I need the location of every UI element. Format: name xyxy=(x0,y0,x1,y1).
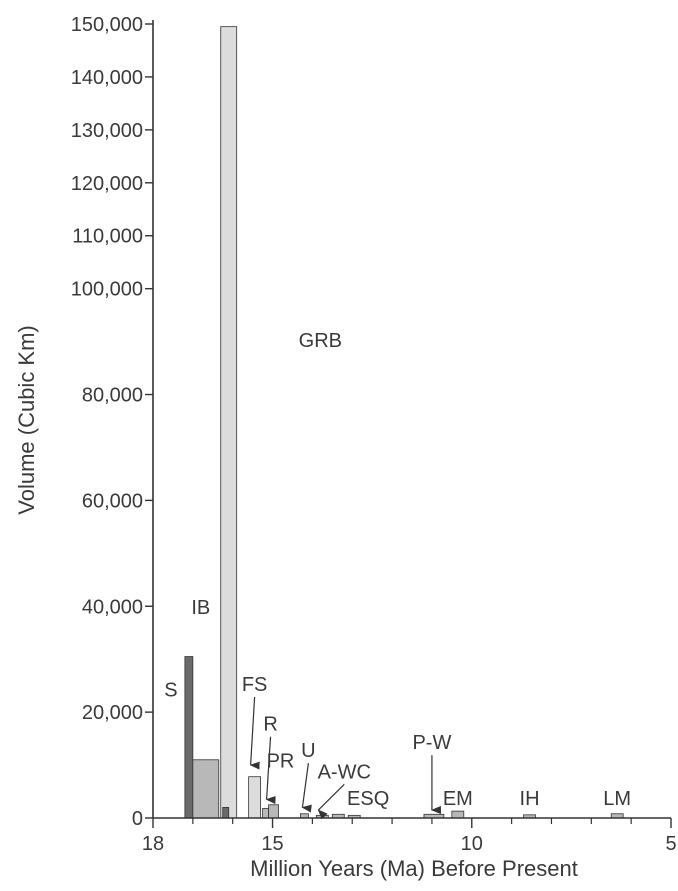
annotation-arrow-r-4 xyxy=(265,736,276,805)
y-axis-label: Volume (Cubic Km) xyxy=(14,325,39,515)
annotation-label-u-6: U xyxy=(301,740,315,762)
annotations-layer: S IB GRB FS R PR UA-WC ESQ P-W EM IH LM xyxy=(164,330,631,820)
annotation-arrow-fs-3 xyxy=(249,696,260,770)
x-axis-label: Million Years (Ma) Before Present xyxy=(250,856,578,881)
bar-grb-2 xyxy=(220,26,238,819)
bar-em-12 xyxy=(451,810,465,819)
annotation-label-ib-1: IB xyxy=(191,597,210,619)
annotation-label-grb-2: GRB xyxy=(299,330,342,352)
y-tick-label-60000: 60,000 xyxy=(82,490,143,512)
y-tick-label-120000: 120,000 xyxy=(71,173,143,195)
x-tick-label-5: 5 xyxy=(665,833,676,855)
bar-ib-1 xyxy=(192,759,220,819)
annotation-label-pr-5: PR xyxy=(267,751,295,773)
bar-fs-4 xyxy=(248,776,261,819)
annotation-arrow-a-wc-7 xyxy=(317,783,345,820)
annotation-label-lm-12: LM xyxy=(603,788,631,810)
annotation-arrow-u-6 xyxy=(301,763,312,813)
bars-layer xyxy=(184,26,624,819)
y-tick-label-0: 0 xyxy=(132,808,143,830)
annotation-label-fs-3: FS xyxy=(242,674,268,696)
bar-grb-3 xyxy=(222,807,230,819)
x-tick-label-18: 18 xyxy=(142,833,164,855)
y-tick-label-140000: 140,000 xyxy=(71,67,143,89)
annotation-label-s-0: S xyxy=(164,679,177,701)
annotation-label-esq-8: ESQ xyxy=(347,788,389,810)
bar-s-0 xyxy=(184,656,194,819)
y-tick-label-150000: 150,000 xyxy=(71,14,143,36)
annotation-label-a-wc-7: A-WC xyxy=(318,761,371,783)
x-tick-label-10: 10 xyxy=(461,833,483,855)
annotation-label-p-w-9: P-W xyxy=(412,732,451,754)
y-tick-label-130000: 130,000 xyxy=(71,120,143,142)
y-tick-label-110000: 110,000 xyxy=(72,226,143,248)
bar-r-5 xyxy=(262,808,269,819)
annotation-label-em-10: EM xyxy=(443,788,473,810)
bar-pr-6 xyxy=(268,804,279,819)
y-tick-label-80000: 80,000 xyxy=(82,385,143,407)
axes-layer: 0 20,000 40,000 60,000 80,000 100,000 110,000 1… xyxy=(71,14,677,855)
x-tick-label-15: 15 xyxy=(261,833,283,855)
y-tick-label-20000: 20,000 xyxy=(82,702,143,724)
y-tick-label-40000: 40,000 xyxy=(82,596,143,618)
annotation-label-r-4: R xyxy=(263,714,277,736)
annotation-label-ih-11: IH xyxy=(520,788,540,810)
y-tick-label-100000: 100,000 xyxy=(71,279,143,301)
